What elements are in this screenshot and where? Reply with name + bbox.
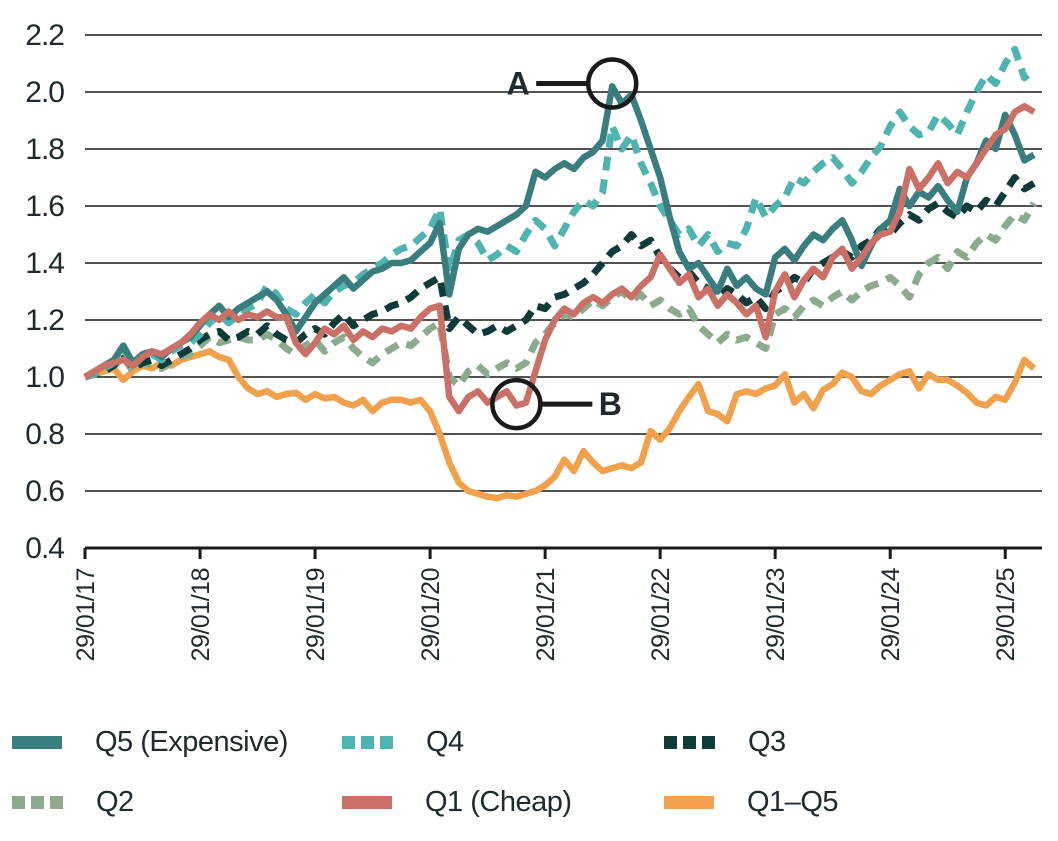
y-tick-label: 0.6 <box>25 475 64 508</box>
annotation-label-a: A <box>507 65 530 101</box>
legend-label: Q5 (Expensive) <box>95 726 288 758</box>
y-tick-label: 1.8 <box>25 133 64 166</box>
x-tick-label: 29/01/22 <box>647 568 675 661</box>
legend-label: Q3 <box>748 726 786 758</box>
y-tick-label: 2.2 <box>25 19 64 52</box>
chart-legend: Q5 (Expensive) Q4 Q3 Q2 Q1 (Cheap) Q1–Q5 <box>0 700 1058 819</box>
legend-swatch-icon <box>664 736 715 750</box>
y-tick-label: 0.8 <box>25 418 64 451</box>
x-tick-label: 29/01/23 <box>762 568 790 661</box>
legend-item-q1-cheap: Q1 (Cheap) <box>342 786 664 819</box>
y-tick-label: 1.6 <box>25 190 64 223</box>
legend-item-q2: Q2 <box>12 786 342 819</box>
legend-item-q5-expensive: Q5 (Expensive) <box>12 726 342 759</box>
x-tick-label: 29/01/19 <box>302 568 330 661</box>
legend-swatch-icon <box>12 736 62 750</box>
series-line-q1-q5 <box>84 348 1037 502</box>
chart-canvas: 2.2 2.0 1.8 1.6 1.4 1.2 1.0 0.8 0.6 0.4 29/01/17 29… <box>25 19 1042 661</box>
legend-item-q3: Q3 <box>664 726 1058 759</box>
legend-swatch-icon <box>664 796 714 810</box>
x-tick-label: 29/01/24 <box>877 567 905 661</box>
legend-label: Q4 <box>426 726 464 758</box>
annotation-circle-b <box>490 377 543 431</box>
y-tick-label: 1.0 <box>25 361 64 394</box>
series-line-q4 <box>84 45 1037 381</box>
x-tick-label: 29/01/18 <box>187 568 215 661</box>
annotation-label-b: B <box>599 386 622 422</box>
y-tick-label: 1.2 <box>25 304 64 337</box>
y-tick-label: 1.4 <box>25 247 64 280</box>
series-line-q2 <box>84 201 1038 390</box>
price-quintile-line-chart: 2.2 2.0 1.8 1.6 1.4 1.2 1.0 0.8 0.6 0.4 29/01/17 29… <box>25 19 1042 661</box>
legend-swatch-icon <box>342 796 392 810</box>
y-tick-label: 2.0 <box>25 76 64 109</box>
legend-label: Q1–Q5 <box>747 786 839 818</box>
legend-swatch-icon <box>342 736 393 750</box>
legend-label: Q1 (Cheap) <box>425 786 572 818</box>
legend-item-q4: Q4 <box>342 726 664 759</box>
series-line-q1-cheap <box>83 103 1036 415</box>
x-tick-label: 29/01/17 <box>72 568 100 661</box>
legend-item-q1-q5: Q1–Q5 <box>664 786 1058 819</box>
x-tick-label: 29/01/25 <box>992 568 1020 661</box>
legend-label: Q2 <box>96 786 134 818</box>
y-tick-label: 0.4 <box>25 532 64 565</box>
legend-swatch-icon <box>12 796 63 810</box>
x-tick-label: 29/01/21 <box>532 568 560 661</box>
x-tick-label: 29/01/20 <box>417 568 445 661</box>
annotation-circle-a <box>585 57 639 110</box>
